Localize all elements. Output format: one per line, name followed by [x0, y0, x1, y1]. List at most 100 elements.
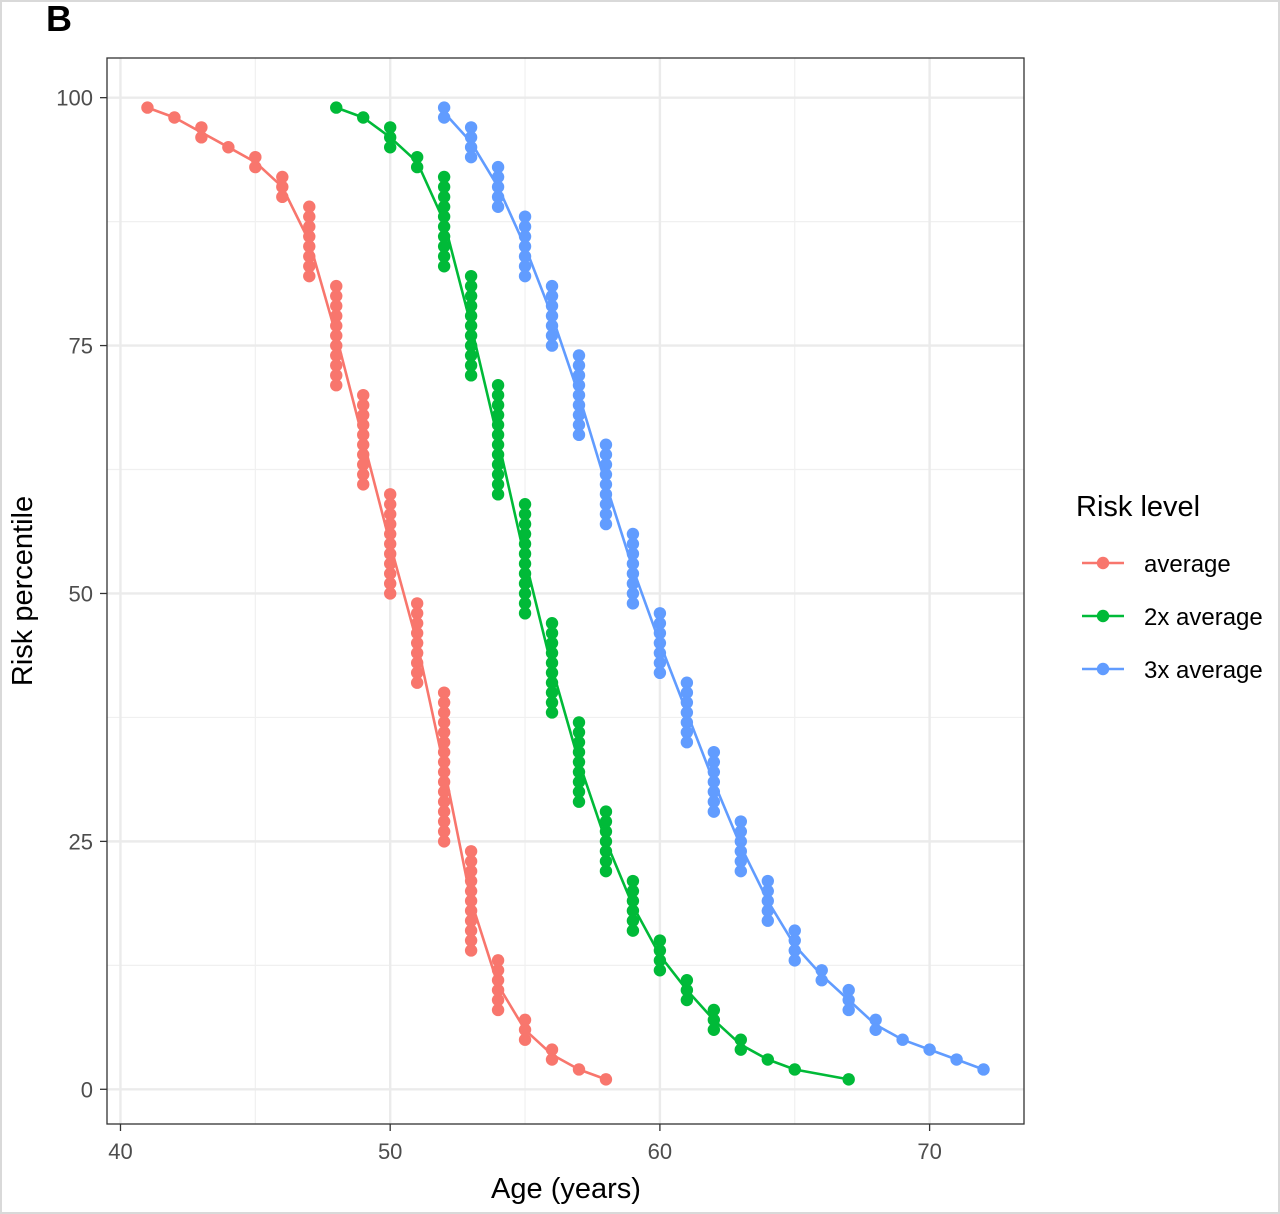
data-point — [464, 914, 478, 927]
data-point — [626, 874, 640, 888]
x-axis: 40 50 60 70 — [108, 1124, 942, 1164]
data-point — [464, 934, 478, 947]
data-point — [357, 428, 370, 442]
data-point — [518, 269, 532, 283]
data-point — [491, 200, 505, 213]
data-point — [815, 974, 828, 987]
data-point — [518, 1013, 532, 1027]
data-point — [437, 815, 451, 828]
y-tick-label: 100 — [56, 86, 93, 111]
y-axis-title: Risk percentile — [7, 496, 39, 686]
data-point — [761, 904, 774, 917]
data-point — [518, 230, 532, 243]
data-point — [383, 557, 397, 570]
data-point — [572, 785, 586, 799]
data-point — [788, 934, 801, 947]
data-point — [464, 269, 478, 283]
data-point — [383, 507, 397, 521]
data-point — [626, 914, 640, 927]
data-point — [437, 180, 451, 194]
data-point — [842, 1073, 855, 1086]
data-point — [464, 884, 478, 898]
data-point — [491, 438, 505, 451]
data-point — [599, 805, 613, 818]
data-point — [330, 299, 343, 313]
data-point — [653, 944, 667, 957]
data-point — [653, 656, 667, 670]
data-point — [491, 408, 505, 422]
data-point — [303, 250, 316, 263]
data-point — [545, 299, 559, 313]
data-point — [707, 795, 721, 808]
data-point — [330, 319, 343, 332]
data-point — [788, 1063, 801, 1076]
data-point — [518, 210, 532, 223]
data-point — [626, 924, 640, 937]
data-point — [572, 716, 586, 729]
data-point — [680, 974, 694, 987]
data-point — [599, 845, 613, 858]
data-point — [491, 418, 505, 432]
data-point — [303, 240, 316, 253]
data-point — [141, 101, 154, 114]
data-point — [464, 299, 478, 313]
data-point — [464, 289, 478, 303]
data-point — [437, 240, 451, 253]
data-point — [330, 379, 343, 392]
data-point — [303, 200, 316, 213]
data-point — [330, 289, 343, 303]
data-point — [707, 1023, 721, 1036]
series-group — [330, 101, 855, 1086]
data-point — [707, 765, 721, 779]
data-point — [491, 190, 505, 204]
data-point — [788, 954, 801, 967]
data-point — [437, 755, 451, 769]
data-point — [545, 686, 559, 699]
data-point — [437, 825, 451, 838]
data-point — [464, 874, 478, 888]
data-point — [707, 805, 721, 818]
legend-title: Risk level — [1076, 491, 1200, 523]
data-point — [707, 1013, 721, 1027]
data-point — [599, 864, 613, 878]
data-point — [464, 121, 478, 134]
data-point — [599, 458, 613, 471]
data-point — [599, 815, 613, 828]
data-point — [330, 349, 343, 362]
data-point — [599, 498, 613, 511]
x-tick-label: 40 — [108, 1139, 132, 1164]
panel-label: B — [46, 0, 72, 39]
data-point — [626, 557, 640, 570]
data-point — [680, 736, 694, 749]
data-point — [357, 418, 370, 432]
data-point — [464, 279, 478, 293]
legend-label: 3x average — [1144, 657, 1263, 684]
data-point — [437, 835, 451, 848]
data-point — [572, 408, 586, 422]
data-point — [545, 279, 559, 293]
data-point — [330, 101, 343, 114]
data-point — [464, 944, 478, 957]
data-point — [491, 488, 505, 501]
data-point — [680, 706, 694, 719]
data-point — [545, 329, 559, 342]
data-point — [545, 1043, 559, 1056]
data-point — [410, 626, 424, 640]
data-point — [680, 726, 694, 739]
data-point — [491, 983, 505, 997]
data-point — [437, 726, 451, 739]
data-point — [653, 607, 667, 620]
legend-item: average — [1082, 551, 1231, 578]
data-point — [491, 398, 505, 412]
data-point — [518, 1033, 532, 1046]
data-point — [491, 428, 505, 442]
data-point — [518, 587, 532, 600]
data-point — [464, 319, 478, 332]
data-point — [410, 676, 424, 689]
data-point — [437, 230, 451, 243]
data-point — [491, 379, 505, 392]
data-point — [491, 458, 505, 471]
data-point — [545, 309, 559, 323]
data-point — [599, 507, 613, 521]
data-point — [626, 567, 640, 580]
